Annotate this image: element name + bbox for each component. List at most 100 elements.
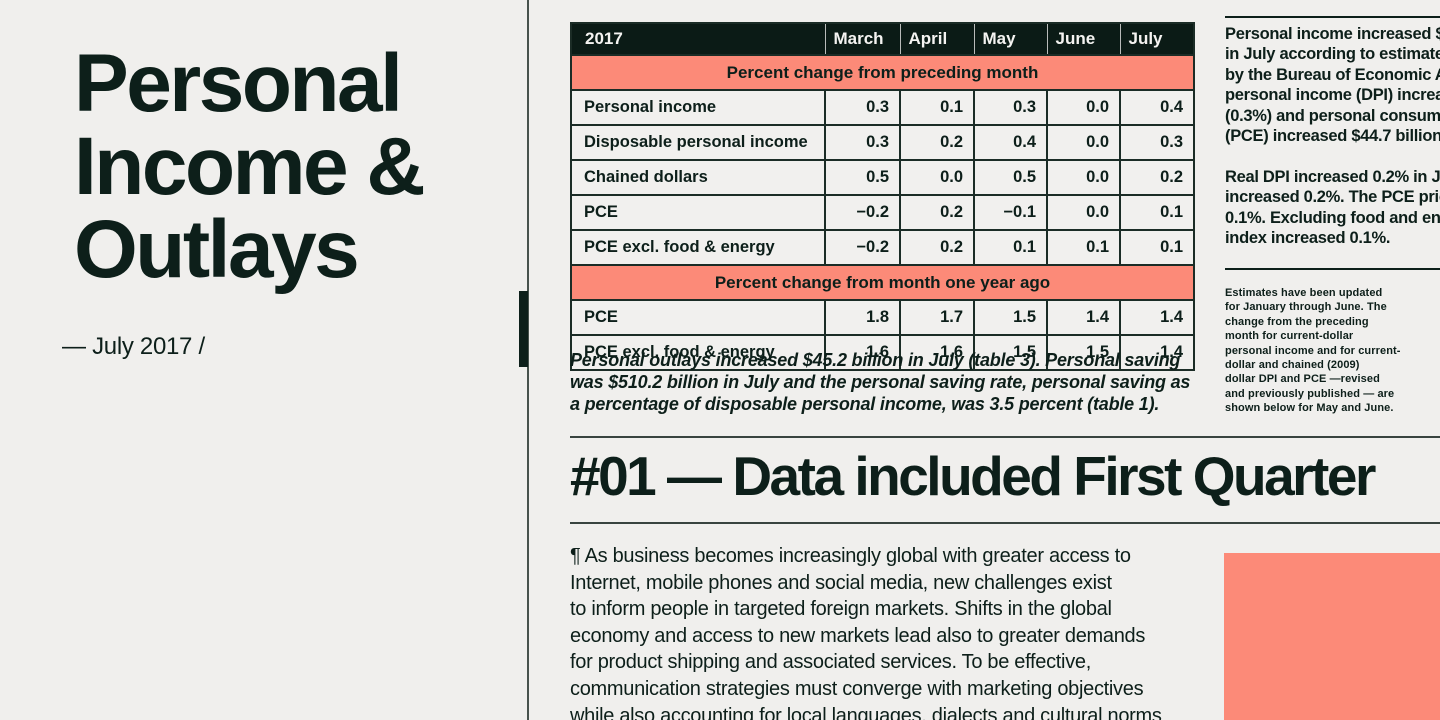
value-cell: 0.2	[899, 229, 975, 266]
value-cell: 0.1	[1119, 229, 1195, 266]
table-note: Personal outlays increased $45.2 billion…	[570, 349, 1190, 415]
value-cell: 0.3	[973, 89, 1048, 126]
table-month-header: March	[824, 23, 900, 55]
value-cell: 0.1	[1046, 229, 1121, 266]
aside-text-line: 0.1%. Excluding food and ene	[1225, 208, 1440, 227]
value-cell: 1.4	[1046, 299, 1121, 336]
table-section-header-row: Percent change from month one year ago	[570, 264, 1195, 301]
aside-paragraph-1: Personal income increased $6 in July acco…	[1225, 24, 1440, 146]
table-note-line: was $510.2 billion in July and the perso…	[570, 372, 1191, 392]
footnote-line: shown below for May and June.	[1225, 402, 1394, 415]
value-cell: 1.5	[1046, 334, 1121, 371]
row-label-cell: PCE excl. food & energy	[570, 229, 826, 266]
footnote-line: dollar DPI and PCE —revised	[1225, 373, 1380, 386]
value-cell: −0.2	[824, 229, 901, 266]
row-label-cell: PCE excl. food & energy	[570, 334, 826, 371]
value-cell: 1.4	[1119, 334, 1195, 371]
footnote-line: month for current-dollar	[1225, 330, 1354, 343]
footnote-line: change from the preceding	[1225, 315, 1369, 328]
value-cell: 0.5	[824, 159, 901, 196]
value-cell: 0.0	[1046, 159, 1121, 196]
table-row: Disposable personal income 0.3 0.2 0.4 0.0 0.…	[570, 124, 1195, 161]
value-cell: 1.5	[973, 299, 1048, 336]
body-text-line: communication strategies must converge w…	[570, 677, 1144, 700]
aside-text-line: Personal income increased $6	[1225, 25, 1440, 43]
table-month-header: July	[1119, 23, 1194, 55]
value-cell: 0.2	[899, 194, 975, 231]
photo-placeholder	[1224, 553, 1440, 720]
body-text-line: ¶ As business becomes increasingly globa…	[570, 545, 1131, 567]
value-cell: 1.6	[899, 334, 975, 371]
value-cell: 1.6	[824, 334, 901, 371]
table-row: PCE 1.8 1.7 1.5 1.4 1.4	[570, 299, 1195, 336]
table-section-header-row: Percent change from preceding month	[570, 54, 1195, 91]
value-cell: 0.2	[1119, 159, 1195, 196]
table-section-header: Percent change from preceding month	[570, 54, 1195, 91]
table-section-header: Percent change from month one year ago	[570, 264, 1195, 301]
value-cell: 0.1	[899, 89, 975, 126]
value-cell: −0.1	[973, 194, 1048, 231]
table-body: Percent change from preceding month Perso…	[570, 54, 1195, 371]
table-note-line: Personal outlays increased $45.2 billion…	[570, 350, 1181, 370]
row-label-cell: Disposable personal income	[570, 124, 826, 161]
value-cell: 0.0	[1046, 124, 1121, 161]
aside-text-line: (PCE) increased $44.7 billion	[1225, 127, 1440, 146]
value-cell: −0.2	[824, 194, 901, 231]
row-label-cell: Chained dollars	[570, 159, 826, 196]
body-text-line: Internet, mobile phones and social media…	[570, 571, 1112, 594]
value-cell: 0.5	[973, 159, 1048, 196]
row-label-cell: PCE	[570, 299, 826, 336]
table-row: Chained dollars 0.5 0.0 0.5 0.0 0.2	[570, 159, 1195, 196]
value-cell: 1.8	[824, 299, 901, 336]
value-cell: 0.3	[824, 89, 901, 126]
footnote-line: dollar and chained (2009)	[1225, 359, 1360, 372]
page-title: Personal Income & Outlays	[74, 42, 426, 291]
aside-mid-rule	[1225, 268, 1440, 270]
table-row: PCE excl. food & energy −0.2 0.2 0.1 0.1 0.1	[570, 229, 1195, 266]
section-top-rule	[570, 436, 1440, 438]
footnote-line: personal income and for current-	[1225, 344, 1401, 357]
aside-text-line: Real DPI increased 0.2% in Ju	[1225, 168, 1440, 186]
value-cell: 0.0	[1046, 89, 1121, 126]
value-cell: 1.4	[1119, 299, 1195, 336]
aside-footnote: Estimates have been updated for January t…	[1225, 286, 1440, 416]
table-header-row: 2017 March April May June July	[571, 23, 1194, 55]
page-subtitle: — July 2017 /	[62, 333, 205, 360]
table-row: PCE −0.2 0.2 −0.1 0.0 0.1	[570, 194, 1195, 231]
value-cell: 1.7	[899, 299, 975, 336]
value-cell: 0.4	[973, 124, 1048, 161]
row-label-cell: PCE	[570, 194, 826, 231]
body-text-line: to inform people in targeted foreign mar…	[570, 598, 1112, 621]
body-text-line: for product shipping and associated serv…	[570, 651, 1091, 674]
aside-top-rule	[1225, 16, 1440, 18]
value-cell: 1.5	[973, 334, 1048, 371]
value-cell: 0.2	[899, 124, 975, 161]
table-note-line: a percentage of disposable personal inco…	[570, 394, 1160, 414]
income-outlays-table: 2017 March April May June July Percent change…	[570, 22, 1195, 371]
value-cell: 0.0	[1046, 194, 1121, 231]
table-row: Personal income 0.3 0.1 0.3 0.0 0.4	[570, 89, 1195, 126]
page-title-line: Income &	[74, 121, 426, 212]
aside-text-line: in July according to estimate	[1225, 45, 1440, 64]
footnote-line: Estimates have been updated	[1225, 287, 1383, 299]
vertical-divider	[527, 0, 529, 720]
value-cell: 0.1	[1119, 194, 1195, 231]
value-cell: 0.1	[973, 229, 1048, 266]
section-heading: #01 — Data included First Quarter	[570, 445, 1376, 507]
row-label-cell: Personal income	[570, 89, 826, 126]
aside-text-line: personal income (DPI) increas	[1225, 86, 1440, 105]
aside-text-line: index increased 0.1%.	[1225, 229, 1391, 248]
aside-paragraph-2: Real DPI increased 0.2% in Ju increased 0…	[1225, 167, 1440, 249]
body-text-line: economy and access to new markets lead a…	[570, 624, 1146, 647]
value-cell: 0.0	[899, 159, 975, 196]
table-month-header: April	[899, 23, 974, 55]
footnote-line: and previously published — are	[1225, 387, 1395, 400]
value-cell: 0.3	[824, 124, 901, 161]
table-head: 2017 March April May June July	[571, 23, 1194, 55]
section-body-text: ¶ As business becomes increasingly globa…	[570, 543, 1162, 720]
body-text-line: while also accounting for local language…	[570, 704, 1162, 720]
table-row: PCE excl. food & energy 1.6 1.6 1.5 1.5 1.4	[570, 334, 1195, 371]
aside-text-line: increased 0.2%. The PCE pric	[1225, 188, 1440, 207]
value-cell: 0.3	[1119, 124, 1195, 161]
